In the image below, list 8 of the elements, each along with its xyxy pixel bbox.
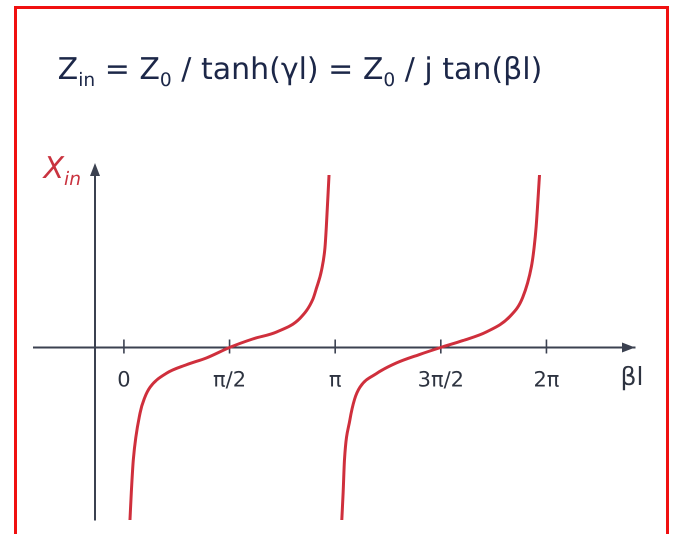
x-tick-label: 3π/2 (418, 368, 464, 392)
x-tick-label: 2π (533, 368, 560, 392)
x-tick-label: 0 (117, 368, 131, 392)
x-tick-label: π/2 (213, 368, 246, 392)
x-axis-title: βl (620, 362, 644, 390)
y-axis-title: X$_{in}$ (43, 151, 81, 190)
x-tick-label: π (328, 368, 342, 392)
chart-title: Z$_{in}$ = Z$_{0}$ / tanh(γl) = Z$_{0}$ / j tan(βl) (56, 52, 544, 91)
